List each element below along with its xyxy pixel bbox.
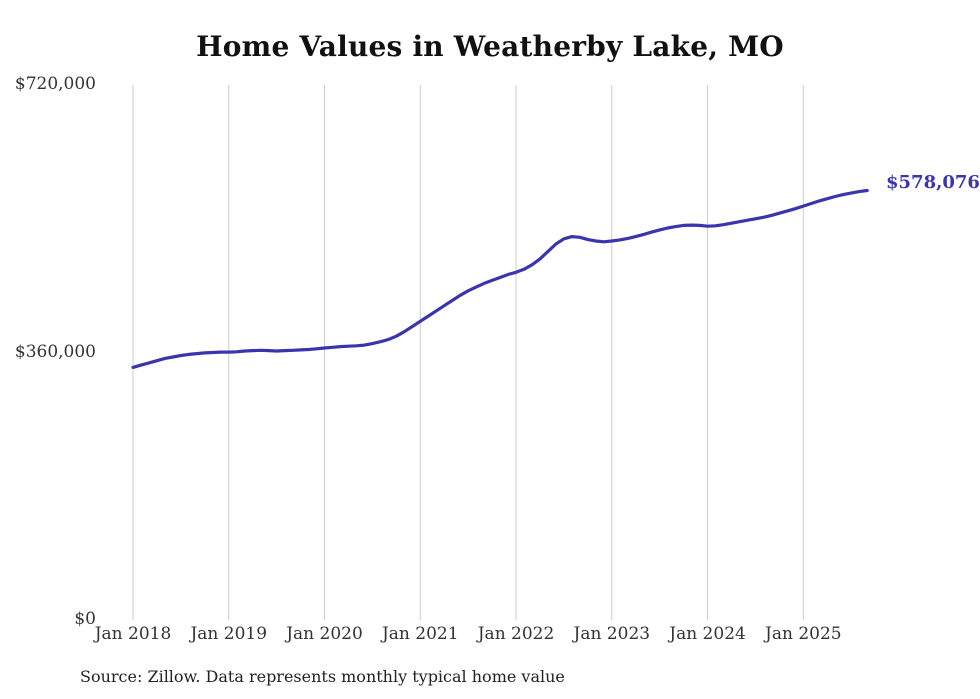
y-axis-tick-label: $360,000 (14, 342, 96, 362)
chart-title: Home Values in Weatherby Lake, MO (196, 30, 784, 63)
x-axis-tick-label: Jan 2024 (669, 624, 746, 644)
y-axis-tick-label: $720,000 (14, 74, 96, 94)
x-axis-tick-label: Jan 2020 (286, 624, 363, 644)
x-axis-tick-label: Jan 2021 (381, 624, 459, 644)
x-axis-tick-label: Jan 2025 (765, 624, 842, 644)
home-value-series-line (131, 188, 869, 369)
x-axis-tick-label: Jan 2023 (573, 624, 651, 644)
source-note: Source: Zillow. Data represents monthly … (80, 667, 565, 686)
y-axis-tick-label: $0 (74, 609, 96, 629)
x-axis-tick-label: Jan 2018 (94, 624, 172, 644)
latest-value-label: $578,076 (886, 172, 980, 193)
x-axis-tick-label: Jan 2022 (477, 624, 555, 644)
x-axis-tick-label: Jan 2019 (190, 624, 268, 644)
